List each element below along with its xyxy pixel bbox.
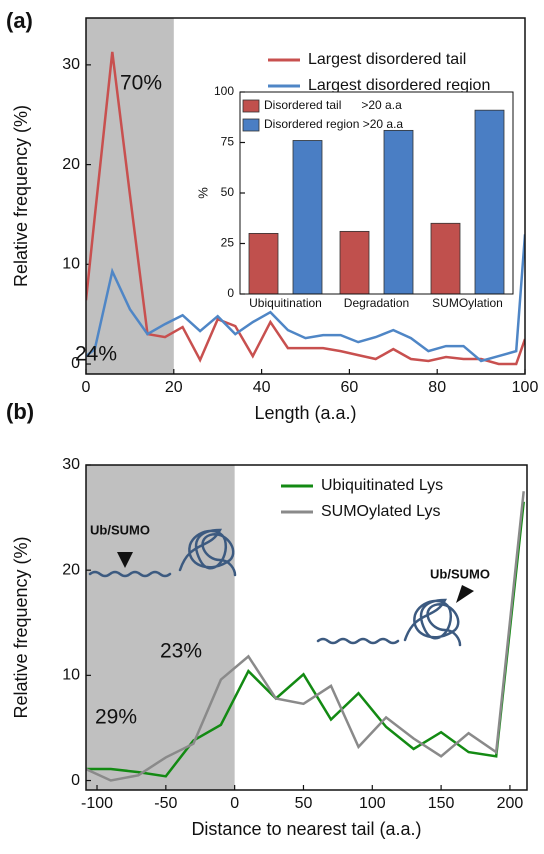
x-tick-label: 150 <box>428 795 455 812</box>
x-tick-label: 100 <box>359 795 386 812</box>
legend-label: Largest disordered tail <box>308 51 466 68</box>
y-tick-label: 25 <box>221 236 235 250</box>
x-tick-label: 100 <box>512 379 539 396</box>
y-tick-label: 50 <box>221 185 235 199</box>
x-axis-label: Length (a.a.) <box>254 403 356 423</box>
y-axis-label: % <box>195 187 210 199</box>
annotation: Ub/SUMO <box>90 522 150 537</box>
y-tick-label: 20 <box>62 156 80 173</box>
legend-swatch <box>242 99 260 113</box>
x-tick-label: 0 <box>230 795 239 812</box>
plot-frame <box>85 464 528 791</box>
bar <box>383 129 414 295</box>
panel-label: (a) <box>6 8 33 33</box>
y-tick-label: 0 <box>227 286 234 300</box>
x-tick-label: Degradation <box>344 296 409 310</box>
bar <box>430 222 461 295</box>
legend-swatch <box>242 118 260 132</box>
annotation: Ub/SUMO <box>430 566 490 581</box>
series-line <box>86 501 525 778</box>
bar <box>292 140 323 295</box>
inset-frame <box>239 91 514 295</box>
x-tick-label: SUMOylation <box>432 296 503 310</box>
legend-label: Largest disordered region <box>308 77 490 94</box>
x-tick-label: 80 <box>428 379 446 396</box>
x-tick-label: 60 <box>341 379 359 396</box>
bar <box>339 230 370 295</box>
y-tick-label: 0 <box>71 772 80 789</box>
bar <box>248 232 279 295</box>
y-tick-label: 100 <box>214 84 234 98</box>
y-tick-label: 10 <box>62 256 80 273</box>
legend-label: Disordered tail >20 a.a <box>264 98 402 112</box>
y-tick-label: 20 <box>62 561 80 578</box>
legend-label: Disordered region >20 a.a <box>264 117 403 131</box>
series-line <box>86 491 525 782</box>
pointer <box>117 552 133 568</box>
series-line <box>86 234 525 363</box>
series-line <box>86 51 525 366</box>
annotation: 29% <box>95 706 137 729</box>
y-tick-label: 30 <box>62 56 80 73</box>
x-tick-label: Ubiquitination <box>249 296 322 310</box>
plot-frame <box>85 17 526 375</box>
legend-label: SUMOylated Lys <box>321 503 440 520</box>
legend-label: Ubiquitinated Lys <box>321 477 443 494</box>
bar <box>474 109 505 295</box>
pointer <box>456 585 474 603</box>
y-tick-label: 75 <box>221 135 235 149</box>
annotation: 23% <box>160 640 202 663</box>
x-tick-label: 40 <box>253 379 271 396</box>
y-axis-label: Relative frequency (%) <box>11 105 31 287</box>
x-tick-label: 20 <box>165 379 183 396</box>
x-tick-label: -100 <box>81 795 113 812</box>
y-axis-label: Relative frequency (%) <box>11 536 31 718</box>
x-tick-label: 50 <box>295 795 313 812</box>
x-tick-label: -50 <box>154 795 177 812</box>
x-axis-label: Distance to nearest tail (a.a.) <box>191 819 421 839</box>
inset-background <box>240 92 513 294</box>
y-tick-label: 10 <box>62 667 80 684</box>
panel-label: (b) <box>6 399 34 424</box>
protein-sketch-1 <box>88 528 462 647</box>
y-tick-label: 30 <box>62 456 80 473</box>
x-tick-label: 200 <box>497 795 524 812</box>
shaded-region <box>86 465 235 790</box>
annotation: 70% <box>120 72 162 95</box>
annotation: 24% <box>75 343 117 366</box>
y-tick-label: 0 <box>71 355 80 372</box>
x-tick-label: 0 <box>82 379 91 396</box>
